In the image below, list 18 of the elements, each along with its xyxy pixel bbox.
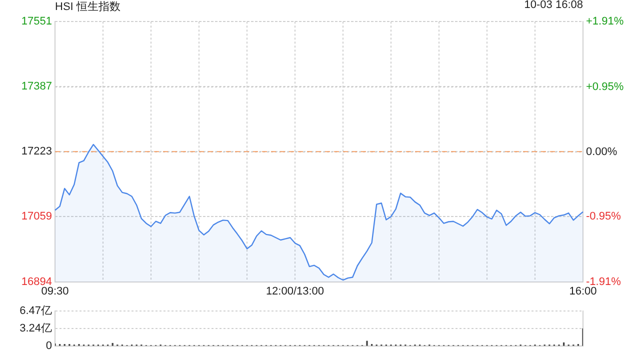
y-tick-label: 16894 — [21, 276, 52, 288]
y2-tick-label: -0.95% — [586, 210, 622, 223]
chart-title: HSI 恒生指数 — [55, 0, 120, 14]
text: 10-03 16:08 — [524, 0, 583, 11]
y-tick-label: 17059 — [21, 210, 52, 223]
y2-tick-label: 0.00% — [586, 146, 618, 158]
y-tick-label: 17223 — [21, 146, 52, 158]
y-tick-label: 17551 — [21, 16, 52, 28]
y-tick-label: 6.47亿 — [20, 305, 52, 318]
x-tick-label: 16:00 — [569, 286, 597, 298]
x-tick-label: 12:00/13:00 — [266, 286, 324, 298]
y2-tick-label: +1.91% — [586, 16, 624, 28]
y2-tick-label: +0.95% — [586, 81, 624, 94]
y2-tick-label: -1.91% — [586, 276, 622, 288]
x-tick-label: 09:30 — [41, 286, 69, 298]
y-tick-label: 3.24亿 — [20, 322, 52, 335]
y-tick-label: 17387 — [21, 80, 52, 93]
y-tick-label: 0 — [46, 340, 52, 352]
